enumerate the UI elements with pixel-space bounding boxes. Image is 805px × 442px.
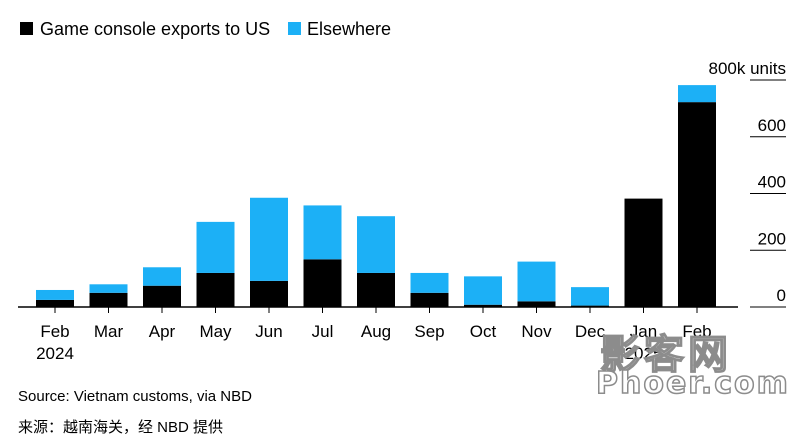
x-year-label: 2024 — [36, 344, 74, 363]
bars — [36, 85, 716, 307]
y-tick-label: 400 — [758, 173, 786, 192]
bar-us-6 — [357, 272, 395, 307]
legend-label-elsewhere: Elsewhere — [307, 19, 391, 39]
x-tick-label: Oct — [470, 322, 497, 341]
x-tick-label: Aug — [361, 322, 391, 341]
legend-swatch-elsewhere — [288, 22, 301, 35]
bar-elsewhere-10 — [571, 287, 609, 306]
x-year-label: 2025 — [625, 344, 663, 363]
watermark-domain: Phoer.com — [595, 365, 790, 402]
watermark-logo: 影客网 — [599, 331, 732, 379]
bar-elsewhere-4 — [250, 197, 288, 281]
bar-us-4 — [250, 280, 288, 307]
bar-elsewhere-12 — [678, 85, 716, 103]
x-tick-label: Jul — [312, 322, 334, 341]
bar-us-3 — [196, 272, 235, 307]
bar-elsewhere-5 — [303, 205, 342, 260]
x-tick-label: Mar — [94, 322, 124, 341]
bar-elsewhere-3 — [196, 221, 235, 273]
bar-us-9 — [517, 301, 556, 307]
x-tick-label: Feb — [40, 322, 69, 341]
source-note-chinese: 来源：越南海关，经 NBD 提供 — [18, 419, 224, 436]
source-note: Source: Vietnam customs, via NBD — [18, 388, 252, 405]
bar-elsewhere-8 — [464, 276, 502, 305]
bar-us-12 — [678, 102, 716, 307]
bar-us-0 — [36, 299, 74, 307]
stacked-bar-chart: Game console exports to US Elsewhere 0 20… — [18, 19, 787, 363]
bar-us-5 — [303, 259, 342, 307]
legend: Game console exports to US Elsewhere — [20, 19, 391, 39]
bar-elsewhere-6 — [357, 216, 395, 273]
bar-elsewhere-7 — [410, 272, 449, 293]
x-tick-label: Dec — [575, 322, 606, 341]
x-axis: Feb 2024 Mar Apr May Jun Jul Aug Sep Oct Nov Dec Jan… — [36, 307, 712, 363]
x-tick-label: Sep — [414, 322, 444, 341]
bar-us-1 — [89, 292, 128, 307]
y-tick-label: 0 — [777, 286, 786, 305]
bar-us-8 — [464, 304, 502, 307]
legend-swatch-us — [20, 22, 33, 35]
bar-elsewhere-2 — [143, 267, 181, 286]
bar-elsewhere-1 — [89, 284, 128, 293]
y-tick-label: 200 — [758, 229, 786, 248]
y-tick-label: 600 — [758, 116, 786, 135]
bar-elsewhere-9 — [517, 261, 556, 302]
y-axis: 0 200 400 600 800k units — [709, 59, 787, 308]
x-tick-label: Apr — [149, 322, 176, 341]
x-tick-label: Jan — [630, 322, 657, 341]
y-tick-label: 800k units — [709, 59, 787, 78]
bar-us-7 — [410, 292, 449, 307]
bar-elsewhere-0 — [36, 289, 74, 300]
x-tick-label: Jun — [255, 322, 282, 341]
legend-label-us: Game console exports to US — [40, 19, 270, 39]
bar-us-11 — [624, 198, 663, 307]
bar-us-2 — [143, 285, 181, 307]
x-tick-label: Nov — [521, 322, 552, 341]
x-tick-label: Feb — [682, 322, 711, 341]
x-tick-label: May — [199, 322, 232, 341]
